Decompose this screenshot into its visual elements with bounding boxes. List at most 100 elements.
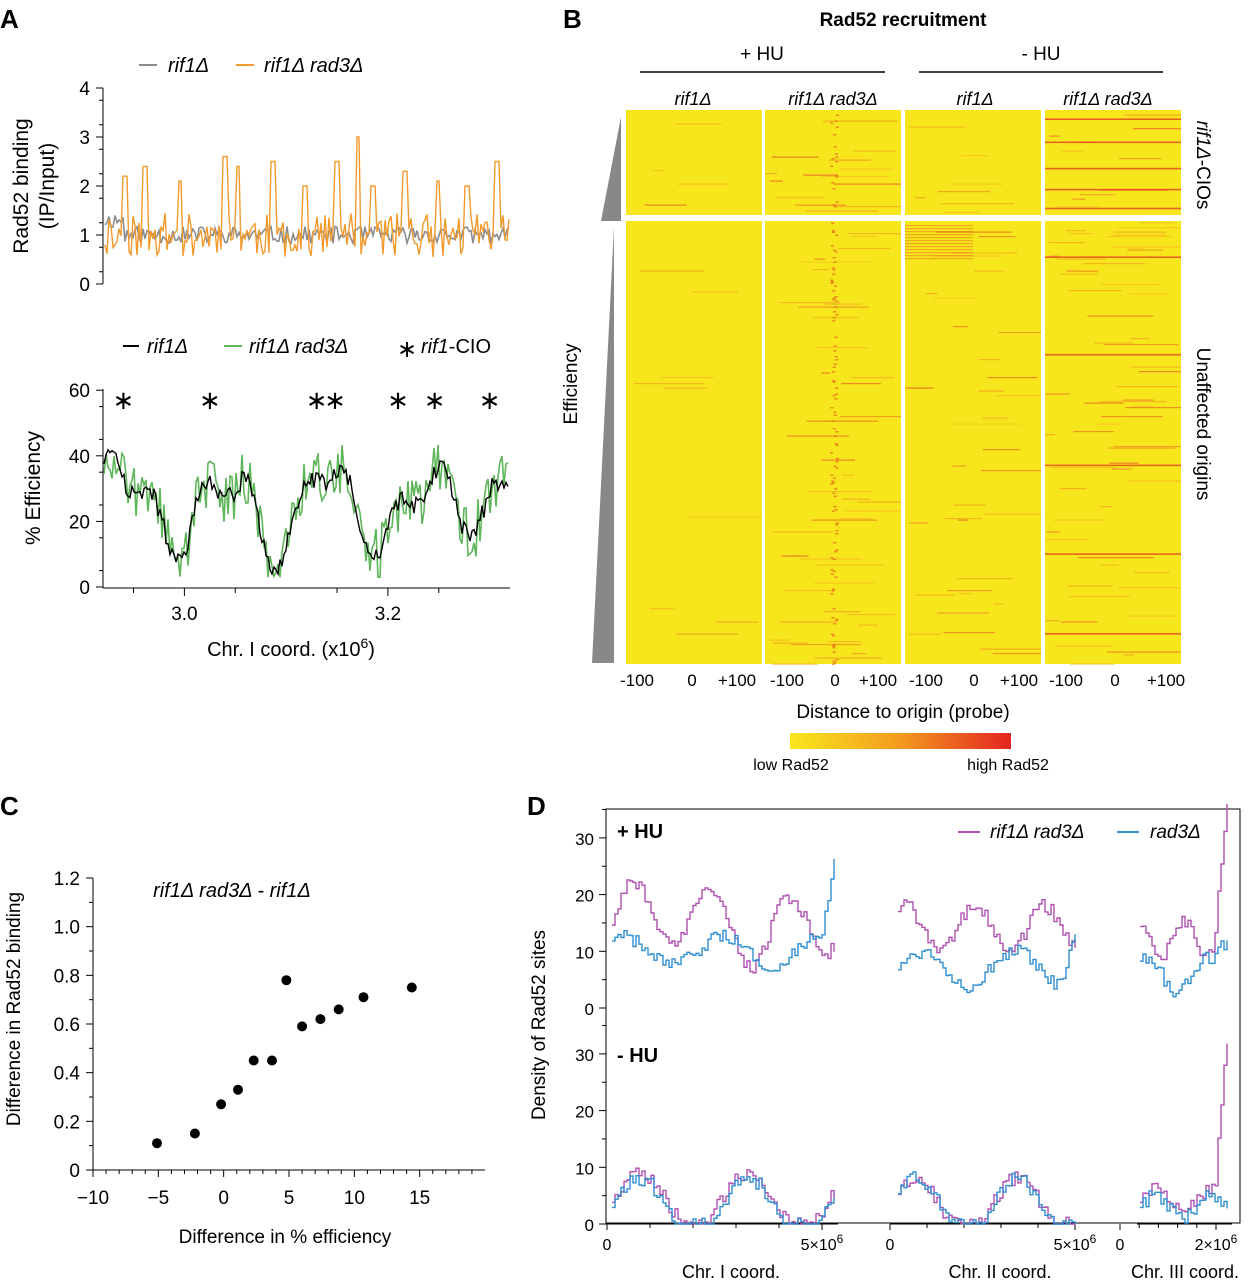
- c-data-point: [216, 1099, 227, 1110]
- heatmap-center-signal: [833, 206, 837, 208]
- heatmap-center-signal: [832, 249, 836, 251]
- heatmap-streak: [1060, 273, 1098, 275]
- heatmap-streak: [905, 234, 973, 236]
- heatmap-center-signal: [833, 542, 837, 544]
- heatmap-center-signal: [835, 359, 839, 361]
- d-ytick-label: 0: [585, 1000, 594, 1019]
- heatmap-streak: [1118, 227, 1181, 229]
- d-ytick-label: 30: [575, 1046, 594, 1065]
- heatmap-streak: [905, 237, 973, 239]
- heatmap-center-signal: [833, 623, 837, 625]
- heatmap-center-signal: [835, 300, 839, 302]
- heatmap-center-signal: [833, 495, 837, 497]
- heatmap-streak: [805, 210, 878, 212]
- c-data-point: [267, 1055, 277, 1066]
- heatmap-streak: [1053, 519, 1105, 521]
- heatmap-streak: [1049, 135, 1060, 137]
- legend-label-rif1-b: rif1Δ: [147, 336, 188, 358]
- heatmap-center-signal: [832, 647, 836, 649]
- heatmap-streak: [1066, 270, 1098, 272]
- heatmap-streak: [780, 621, 835, 623]
- heatmap-center-signal: [832, 482, 836, 484]
- heatmap-streak: [771, 156, 819, 158]
- heatmap-streak: [909, 633, 941, 635]
- heatmap-center-signal: [834, 551, 838, 553]
- heatmap-streak: [951, 252, 1018, 254]
- heatmap-center-signal: [833, 285, 837, 287]
- heatmap-streak: [1100, 401, 1167, 403]
- a-bottom-cio-asterisk: ∗: [306, 385, 328, 415]
- heatmap-xtick-label: 0: [969, 671, 978, 690]
- panel-letter-a: A: [0, 4, 19, 34]
- heatmap-streak: [957, 519, 968, 521]
- heatmap-streak: [1045, 393, 1070, 395]
- heatmap-center-signal: [834, 356, 838, 358]
- a-top-ytick-label: 0: [79, 275, 90, 296]
- heatmap-center-signal: [830, 557, 834, 559]
- a-top-series-rif1rad3: [104, 136, 510, 258]
- heatmap-streak: [772, 531, 834, 533]
- heatmap-center-signal: [832, 660, 836, 662]
- heatmap-streak: [956, 578, 1014, 580]
- c-data-point: [189, 1128, 200, 1139]
- d-bottom-series-rif1rad3: [1140, 1043, 1228, 1213]
- heatmap-streak: [678, 183, 730, 185]
- heatmap-streak: [1130, 338, 1151, 340]
- a-bottom-cio-asterisk: ∗: [387, 385, 409, 415]
- heatmap-center-signal: [832, 320, 836, 322]
- heatmap-center-signal: [831, 245, 834, 247]
- a-bottom-ytick-label: 40: [69, 447, 90, 468]
- heatmap-center-signal: [835, 618, 839, 620]
- heatmap-streak: [1059, 488, 1087, 490]
- a-top-ytick-label: 1: [79, 226, 90, 247]
- heatmap-streak: [1113, 446, 1181, 448]
- heatmap-center-signal: [831, 590, 835, 592]
- heatmap-center-signal: [831, 420, 835, 422]
- heatmap-streak: [951, 183, 1003, 185]
- heatmap-xtick-label: -100: [1049, 671, 1083, 690]
- heatmap-center-signal: [830, 407, 834, 409]
- heatmap-center-signal: [834, 443, 838, 445]
- heatmap-center-signal: [832, 381, 836, 383]
- a-bottom-ytick-label: 0: [79, 578, 90, 599]
- heatmap-streak: [846, 614, 896, 616]
- heatmap-streak: [905, 387, 934, 389]
- a-bottom-cio-asterisk: ∗: [424, 385, 446, 415]
- heatmap-streak: [959, 593, 972, 595]
- heatmap-strong-row: [1045, 188, 1181, 191]
- heatmap-center-signal: [830, 165, 834, 167]
- heatmap-block-cios: [765, 110, 901, 215]
- c-ytick-label: 0.8: [54, 966, 80, 987]
- d-bottom-series-rif1rad3: [898, 1171, 1076, 1225]
- heatmap-streak: [1049, 255, 1059, 257]
- heatmap-center-signal: [832, 317, 836, 319]
- heatmap-streak: [780, 302, 840, 304]
- heatmap-streak: [1065, 230, 1086, 232]
- heatmap-center-signal: [833, 363, 837, 365]
- c-ytick-label: 0.2: [54, 1112, 80, 1133]
- heatmap-center-signal: [831, 663, 835, 665]
- c-ytick-label: 1.0: [54, 918, 80, 939]
- heatmap-center-signal: [832, 588, 836, 590]
- heatmap-center-signal: [830, 593, 834, 595]
- heatmap-streak: [816, 347, 869, 349]
- heatmap-streak: [663, 387, 708, 389]
- heatmap-center-signal: [832, 371, 836, 373]
- heatmap-streak: [915, 197, 926, 199]
- heatmap-center-signal: [834, 576, 838, 578]
- a-bottom-series-rif1rad3: [103, 444, 509, 579]
- a-bottom-xtick-label: 3.0: [171, 604, 197, 625]
- heatmap-center-signal: [835, 533, 839, 535]
- heatmap-streak: [1109, 462, 1139, 464]
- heatmap-streak: [905, 240, 973, 242]
- c-data-point: [281, 975, 292, 986]
- heatmap-streak: [1073, 431, 1114, 433]
- heatmap-center-signal: [835, 387, 838, 389]
- heatmap-strong-row: [1045, 353, 1181, 356]
- heatmap-center-signal: [832, 188, 836, 190]
- heatmap-block-unaffected: [626, 221, 762, 664]
- d-bottom-series-rif1rad3: [612, 1167, 835, 1225]
- heatmap-streak: [799, 558, 863, 560]
- heatmap-center-signal: [832, 269, 836, 271]
- heatmap-streak: [905, 231, 973, 233]
